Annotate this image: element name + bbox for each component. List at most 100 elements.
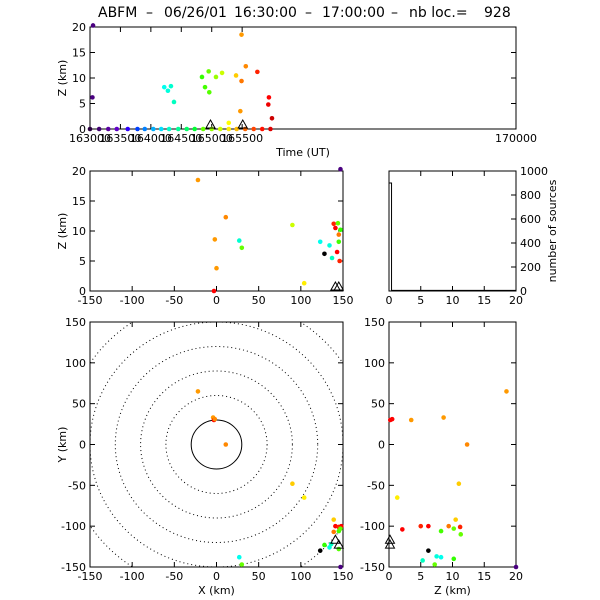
y-tick-label: 50 — [72, 398, 86, 411]
range-ring — [90, 322, 343, 567]
y-tick-label: 150 — [65, 316, 86, 329]
source-point — [195, 389, 201, 394]
plot-frame — [89, 26, 517, 130]
source-point — [236, 554, 242, 560]
title-date: 06/26/01 — [164, 5, 227, 21]
source-point — [158, 126, 164, 132]
source-point — [175, 126, 181, 132]
source-point — [195, 177, 201, 183]
y-tick-label: 0 — [79, 285, 86, 298]
range-rings — [90, 322, 343, 567]
source-point — [290, 222, 295, 228]
x-tick-label: 0 — [386, 294, 393, 307]
station-marker — [333, 280, 345, 291]
source-point — [199, 74, 205, 80]
y-tick-label: 15 — [72, 195, 86, 208]
y-tick-label: 100 — [364, 357, 385, 370]
source-point — [336, 239, 342, 245]
station-marker — [333, 539, 345, 549]
panel-y_vs_z: 0 5 10 15 20 -150 -100 -50 0 50 100 150 Z (km) — [360, 316, 523, 597]
x-tick-label: 165500 — [221, 132, 263, 145]
x-tick-label: 163000 — [69, 132, 111, 145]
source-point — [322, 542, 327, 548]
source-point — [219, 70, 225, 76]
x-tick-label: 150 — [333, 570, 354, 583]
x-tick-label: 100 — [290, 294, 311, 307]
title-nb-value: 928 — [484, 5, 511, 21]
source-point — [214, 265, 219, 271]
source-point — [504, 389, 509, 394]
source-point — [434, 554, 439, 559]
y-tick-label: 0 — [520, 285, 527, 298]
range-ring — [140, 370, 293, 519]
source-point — [331, 517, 337, 522]
source-point — [90, 95, 95, 100]
x-tick-label: 150 — [333, 294, 354, 307]
source-point — [446, 523, 451, 529]
source-point — [301, 495, 307, 500]
source-point — [338, 166, 343, 172]
source-point — [90, 23, 96, 28]
x-tick-label: 163500 — [99, 132, 141, 145]
source-point — [238, 108, 243, 114]
source-point — [202, 84, 208, 90]
source-point — [301, 280, 307, 286]
source-point — [456, 481, 462, 487]
title-station: ABFM — [98, 5, 137, 21]
y-tick-label: 20 — [72, 165, 86, 178]
source-point — [269, 115, 275, 121]
source-point — [331, 221, 337, 227]
range-ring — [190, 419, 243, 470]
y-tick-label: 0 — [79, 439, 86, 452]
source-point — [166, 126, 172, 132]
source-point — [226, 120, 232, 126]
source-point — [335, 220, 341, 226]
source-point — [338, 564, 343, 570]
source-point — [389, 416, 395, 422]
range-ring — [165, 395, 268, 494]
x-tick-label: 10 — [446, 294, 460, 307]
source-point — [212, 237, 218, 242]
source-point — [266, 102, 271, 107]
source-point — [317, 548, 323, 553]
histogram-bars — [388, 182, 517, 291]
source-point — [171, 99, 177, 105]
station-marker — [237, 118, 249, 129]
y-tick-label: -50 — [68, 479, 86, 492]
x-tick-label: 10 — [446, 570, 460, 583]
panel-z_vs_x: -150 -100 -50 0 50 100 150 0 5 10 15 20 Z (km) — [56, 165, 354, 307]
source-point — [453, 517, 458, 522]
y-tick-label: -100 — [360, 520, 385, 533]
y-tick-label: 5 — [79, 98, 86, 111]
x-tick-label: -150 — [78, 570, 103, 583]
source-point — [226, 126, 232, 132]
source-point — [125, 126, 131, 132]
x-tick-label: 0 — [213, 570, 220, 583]
source-point — [209, 126, 215, 132]
source-point — [327, 545, 332, 550]
source-point — [217, 126, 223, 132]
source-point — [338, 227, 343, 233]
source-point — [266, 95, 272, 100]
source-point — [150, 126, 156, 132]
source-point — [251, 126, 257, 132]
source-point — [451, 556, 457, 562]
y-tick-label: -150 — [360, 561, 385, 574]
y-tick-label: 1000 — [520, 165, 548, 178]
source-point — [142, 126, 148, 132]
source-point — [243, 63, 249, 69]
y-tick-label: 0 — [79, 123, 86, 136]
title-separator-2: – — [305, 5, 312, 21]
x-tick-label: 5 — [417, 570, 424, 583]
x-tick-label: -150 — [78, 294, 103, 307]
title-separator: – — [146, 5, 153, 21]
source-point — [239, 245, 245, 251]
y-tick-label: 10 — [72, 225, 86, 238]
source-point — [255, 69, 260, 75]
x-axis-label: Z (km) — [434, 584, 471, 597]
y-tick-label: 5 — [79, 255, 86, 268]
source-point — [329, 255, 335, 261]
source-point — [418, 523, 424, 529]
